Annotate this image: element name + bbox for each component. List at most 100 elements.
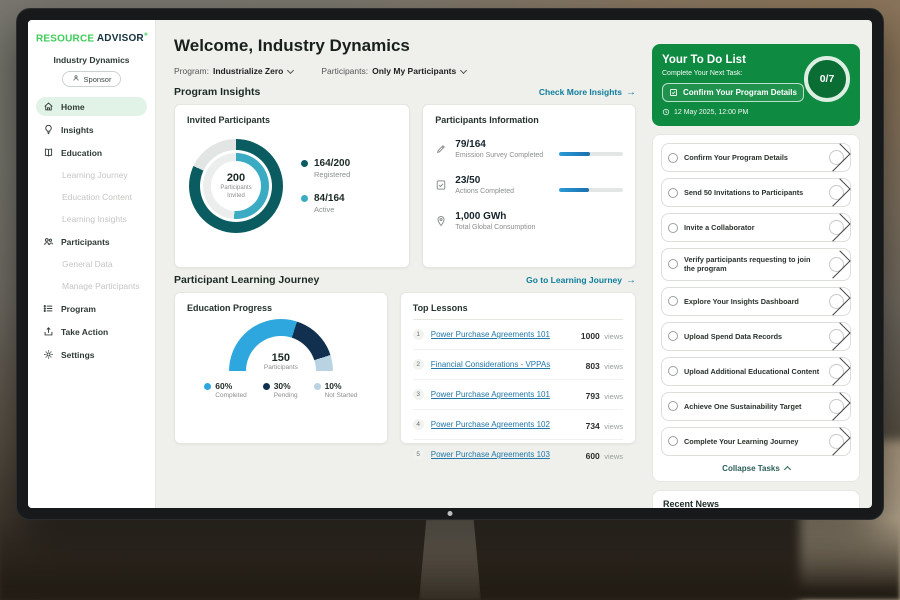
sidebar-item-home[interactable]: Home xyxy=(36,97,147,117)
sidebar-item-label: Learning Journey xyxy=(62,170,128,181)
next-task-pill[interactable]: Confirm Your Program Details xyxy=(662,83,804,102)
arrow-right-icon xyxy=(626,87,636,98)
lesson-link[interactable]: Power Purchase Agreements 103 xyxy=(430,450,550,459)
collapse-tasks-link[interactable]: Collapse Tasks xyxy=(661,464,851,474)
task-chevron-button[interactable] xyxy=(821,287,851,316)
task-chevron-button[interactable] xyxy=(821,427,851,456)
legend-dot-icon xyxy=(313,383,321,390)
task-item[interactable]: Achieve One Sustainability Target xyxy=(661,391,851,421)
task-item[interactable]: Invite a Collaborator xyxy=(661,213,851,242)
sidebar-item-program[interactable]: Program xyxy=(36,299,147,318)
sidebar-item-learning-journey[interactable]: Learning Journey xyxy=(36,166,147,184)
sidebar-item-insights[interactable]: Insights xyxy=(36,120,147,139)
lesson-rank: 5 xyxy=(412,449,424,460)
card-title: Top Lessons xyxy=(412,303,623,320)
lesson-row: 2 Financial Considerations - VPPAs 803 v… xyxy=(412,350,623,380)
task-item[interactable]: Confirm Your Program Details xyxy=(661,143,851,172)
progress-bar xyxy=(559,152,623,156)
lesson-link[interactable]: Power Purchase Agreements 102 xyxy=(430,420,550,429)
people-icon xyxy=(43,236,54,247)
lesson-link[interactable]: Power Purchase Agreements 101 xyxy=(430,390,550,399)
donut-legend: 164/200 Registered 84/164 Active xyxy=(301,158,350,214)
lesson-views: 600 views xyxy=(585,450,623,461)
person-icon xyxy=(72,74,80,84)
section-title: Program Insights xyxy=(174,86,261,98)
task-item[interactable]: Upload Spend Data Records xyxy=(661,321,851,351)
task-chevron-button[interactable] xyxy=(821,392,851,421)
donut-center-label: Participants Invited xyxy=(220,184,252,199)
task-chevron-button[interactable] xyxy=(821,213,851,242)
info-row-actions: 23/50 Actions Completed xyxy=(435,167,623,203)
donut-center-value: 200 xyxy=(226,171,246,184)
sidebar-item-settings[interactable]: Settings xyxy=(36,345,147,364)
lesson-row: 4 Power Purchase Agreements 102 734 view… xyxy=(412,410,623,440)
recent-news-card: Recent News xyxy=(652,489,860,508)
task-chevron-button[interactable] xyxy=(821,178,851,207)
lightbulb-icon xyxy=(43,124,54,135)
check-more-insights-link[interactable]: Check More Insights xyxy=(539,87,636,98)
sidebar-item-general-data[interactable]: General Data xyxy=(36,255,147,273)
sidebar: RESOURCE ADVISOR+ Industry Dynamics Spon… xyxy=(28,20,156,508)
task-item[interactable]: Complete Your Learning Journey xyxy=(661,426,851,456)
task-item[interactable]: Explore Your Insights Dashboard xyxy=(661,286,851,316)
task-chevron-button[interactable] xyxy=(821,143,851,172)
task-item[interactable]: Upload Additional Educational Content xyxy=(661,356,851,386)
todo-summary-card: Your To Do List Complete Your Next Task:… xyxy=(652,44,860,126)
task-item[interactable]: Verify participants requesting to join t… xyxy=(661,248,851,281)
upload-arrow-icon xyxy=(43,326,54,337)
sidebar-item-label: Learning Insights xyxy=(62,214,127,225)
task-checkbox[interactable] xyxy=(668,187,678,198)
program-filter[interactable]: Program: Industrialize Zero xyxy=(174,66,295,76)
lesson-row: 5 Power Purchase Agreements 103 600 view… xyxy=(412,440,623,469)
lesson-link[interactable]: Power Purchase Agreements 101 xyxy=(430,330,550,339)
task-checkbox[interactable] xyxy=(668,436,678,447)
check-square-icon xyxy=(669,88,678,97)
location-pin-icon xyxy=(435,214,447,228)
legend-item-registered: 164/200 Registered xyxy=(301,158,350,179)
task-chevron-button[interactable] xyxy=(821,250,851,279)
sidebar-item-take-action[interactable]: Take Action xyxy=(36,322,147,341)
card-title: Participants Information xyxy=(435,115,539,125)
next-task-due: 12 May 2025, 12:00 PM xyxy=(662,108,850,116)
sidebar-item-education[interactable]: Education xyxy=(36,143,147,162)
todo-subtitle: Complete Your Next Task: xyxy=(662,70,743,77)
lesson-link[interactable]: Financial Considerations - VPPAs xyxy=(430,360,551,369)
task-checkbox[interactable] xyxy=(668,401,678,412)
todo-panel: Your To Do List Complete Your Next Task:… xyxy=(650,20,872,508)
sidebar-item-label: Education Content xyxy=(62,192,132,203)
logo-text-primary: RESOURCE xyxy=(36,33,95,45)
filter-label: Program: xyxy=(174,66,209,76)
clock-icon xyxy=(662,108,670,116)
sidebar-item-label: Settings xyxy=(61,349,95,360)
task-checkbox[interactable] xyxy=(668,366,678,377)
sidebar-item-label: Program xyxy=(61,303,96,314)
sidebar-item-label: Manage Participants xyxy=(62,281,140,292)
task-chevron-button[interactable] xyxy=(821,357,851,386)
monitor-bezel: RESOURCE ADVISOR+ Industry Dynamics Spon… xyxy=(16,8,884,520)
task-checkbox[interactable] xyxy=(668,296,678,307)
sidebar-item-label: Participants xyxy=(61,236,110,247)
sidebar-item-label: Insights xyxy=(61,124,94,135)
sidebar-item-learning-insights[interactable]: Learning Insights xyxy=(36,210,147,228)
task-checkbox[interactable] xyxy=(668,152,678,163)
section-title: Participant Learning Journey xyxy=(174,274,320,286)
education-gauge-chart: 150 Participants xyxy=(228,319,333,371)
next-task-label: Confirm Your Program Details xyxy=(683,88,797,97)
task-checkbox[interactable] xyxy=(668,259,678,270)
sponsor-badge[interactable]: Sponsor xyxy=(61,71,122,88)
sidebar-item-education-content[interactable]: Education Content xyxy=(36,188,147,206)
task-checkbox[interactable] xyxy=(668,222,678,233)
task-chevron-button[interactable] xyxy=(821,322,851,351)
participants-filter[interactable]: Participants: Only My Participants xyxy=(321,66,468,76)
filters-row: Program: Industrialize Zero Participants… xyxy=(174,66,636,76)
task-item[interactable]: Send 50 Invitations to Participants xyxy=(661,178,851,207)
sidebar-nav: Home Insights Education Learning Journey xyxy=(36,97,147,364)
sidebar-item-label: Education xyxy=(61,147,103,158)
home-icon xyxy=(43,101,54,112)
go-to-learning-journey-link[interactable]: Go to Learning Journey xyxy=(526,275,636,286)
sidebar-item-participants[interactable]: Participants xyxy=(36,232,147,251)
todo-title: Your To Do List xyxy=(662,54,746,66)
sidebar-item-manage-participants[interactable]: Manage Participants xyxy=(36,277,147,295)
lesson-rank: 3 xyxy=(412,389,424,400)
task-checkbox[interactable] xyxy=(668,331,678,342)
